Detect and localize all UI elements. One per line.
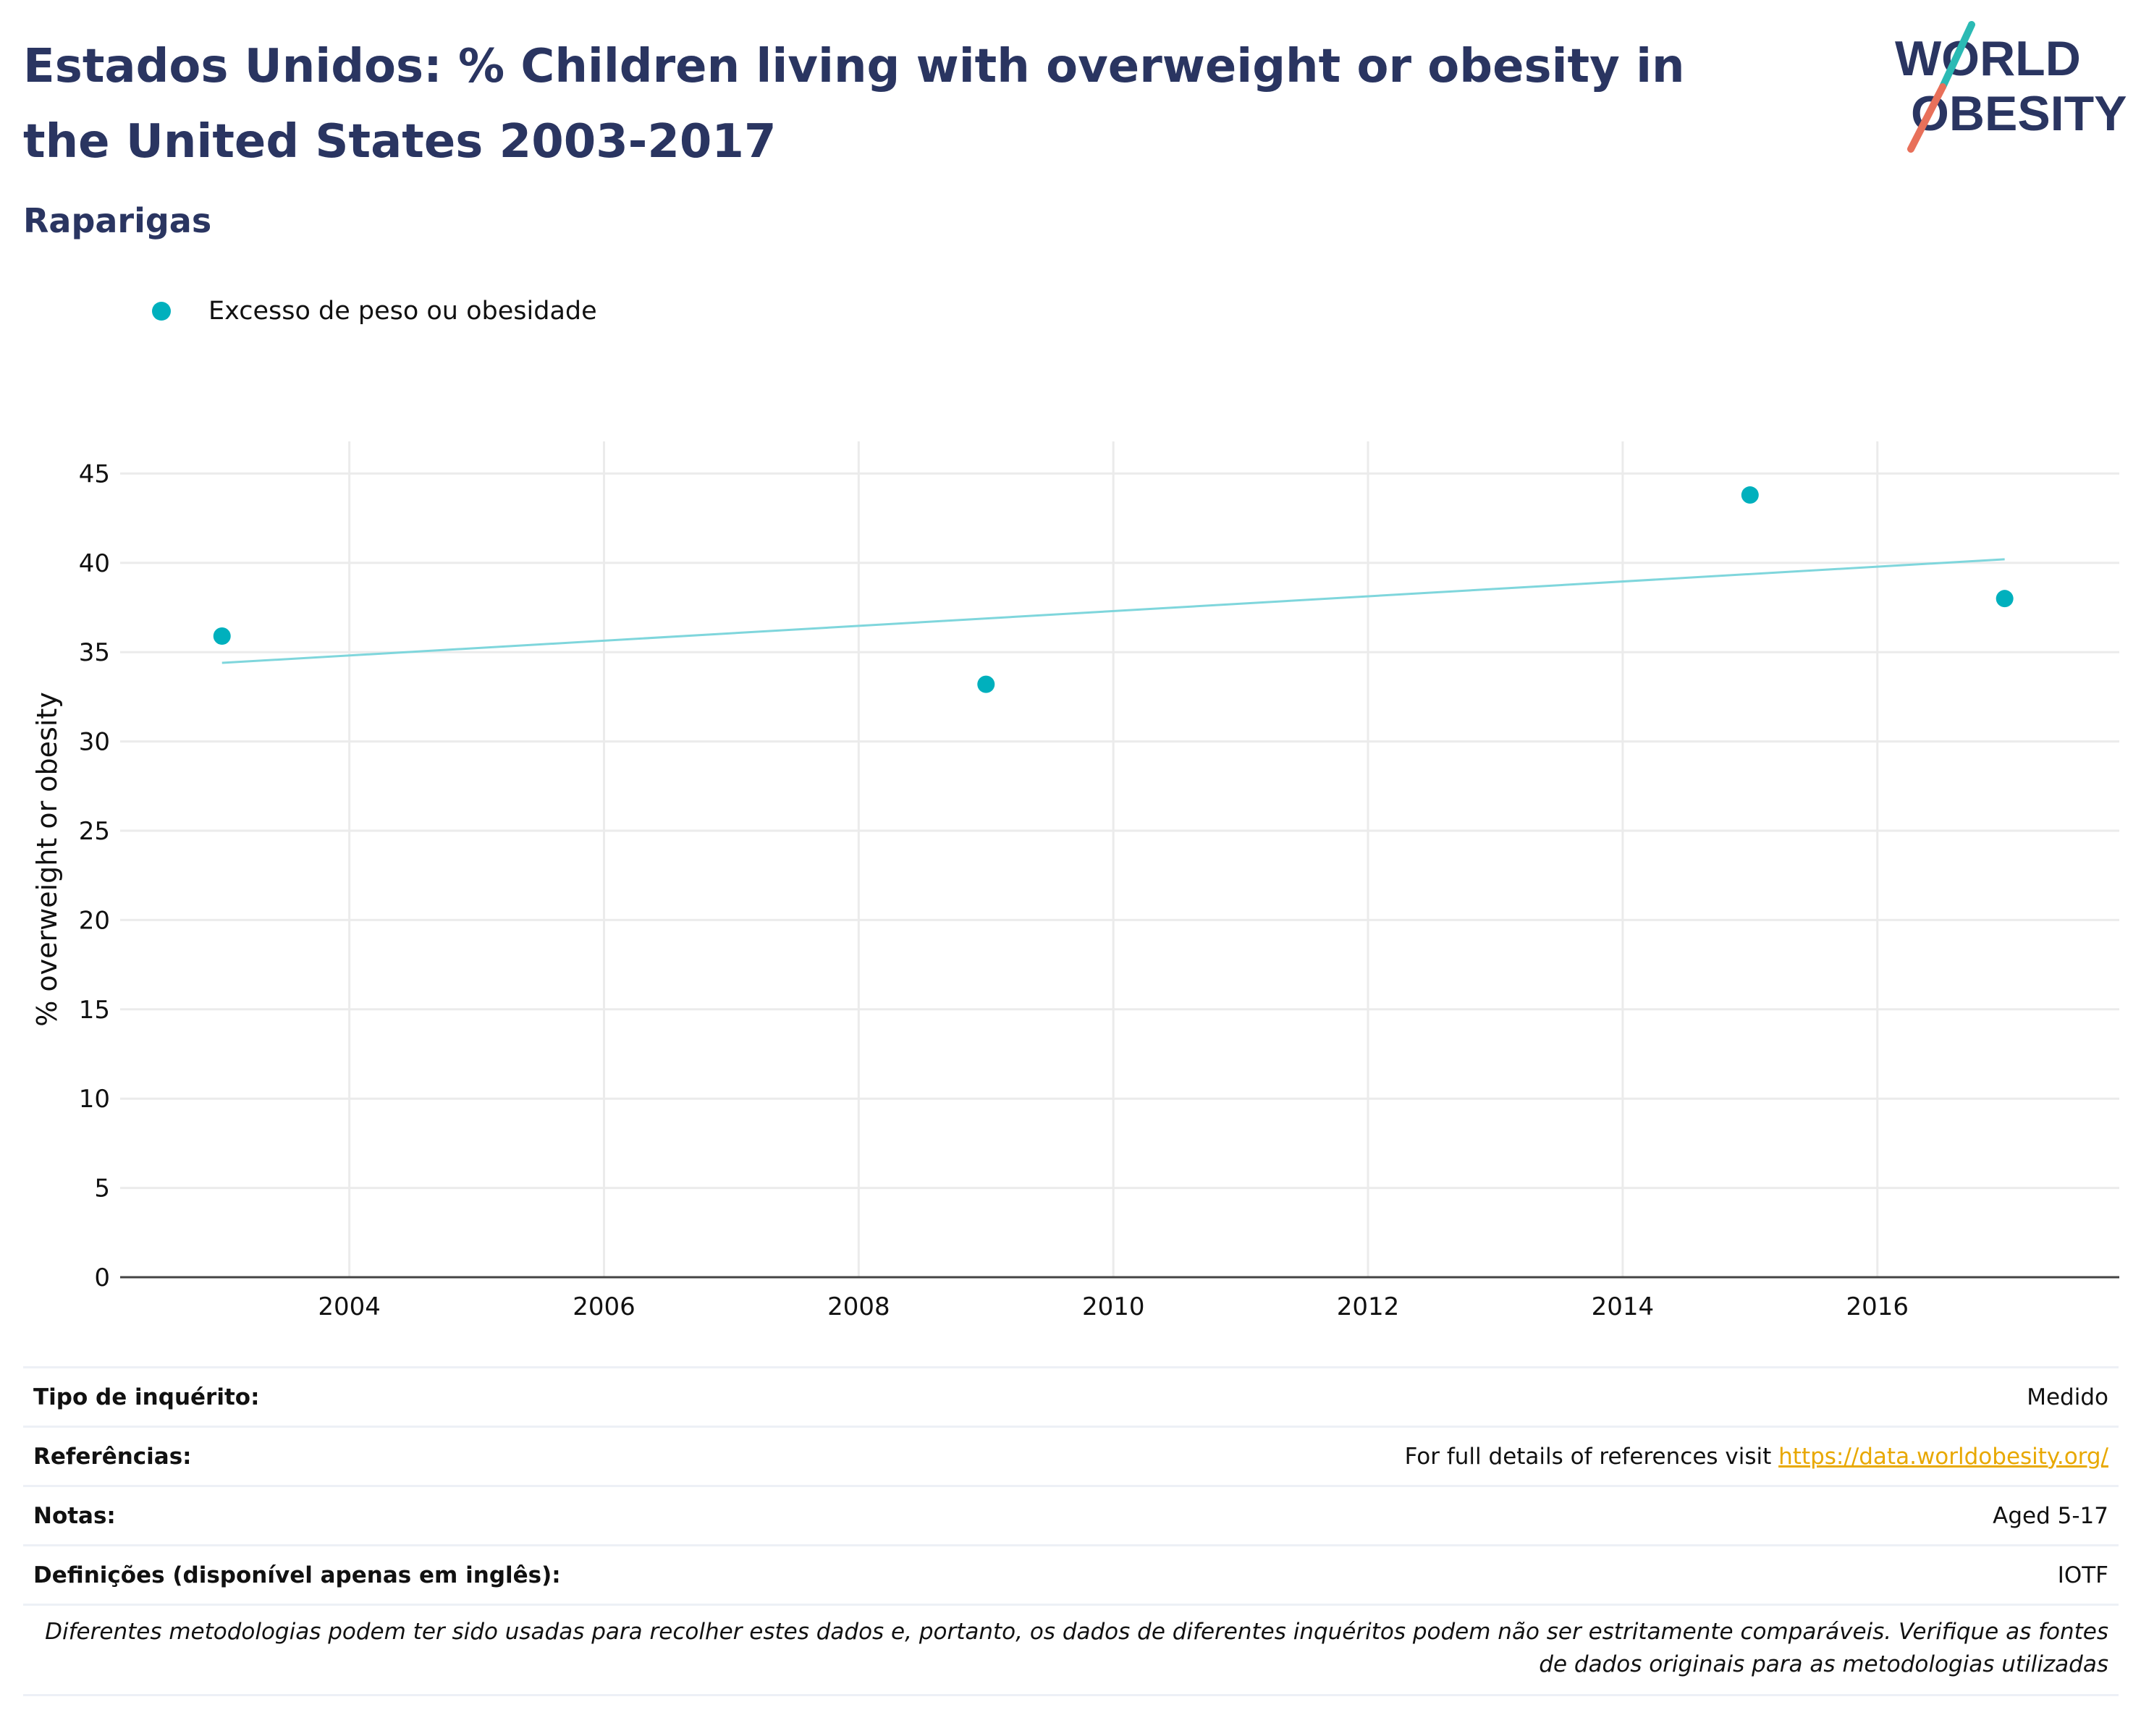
x-tick-label: 2012 — [1337, 1292, 1400, 1321]
info-row-definitions: Definições (disponível apenas em inglês)… — [23, 1544, 2119, 1604]
info-value: Medido — [2027, 1384, 2108, 1410]
world-obesity-logo: WORLD OBESITY — [1895, 21, 2127, 153]
page-subtitle: Raparigas — [23, 201, 212, 240]
info-table: Tipo de inquérito: Medido Referências: F… — [23, 1366, 2119, 1696]
logo-teal-slash — [1939, 21, 1975, 90]
info-value: IOTF — [2057, 1562, 2108, 1588]
logo-line1: WORLD — [1895, 31, 2081, 86]
y-tick-label: 40 — [79, 549, 110, 578]
page-title: Estados Unidos: % Children living with o… — [23, 40, 1685, 169]
y-tick-label: 35 — [79, 638, 110, 667]
trend-line — [221, 558, 2005, 664]
x-tick-label: 2004 — [318, 1292, 381, 1321]
y-tick-label: 20 — [79, 906, 110, 935]
x-tick-label: 2014 — [1592, 1292, 1655, 1321]
tick-labels: 0 5 10 15 20 25 30 35 40 45 2004 2006 2008 2010 2012 20… — [79, 460, 1909, 1321]
legend-label: Excesso de peso ou obesidade — [208, 297, 597, 326]
data-points — [213, 486, 2014, 693]
logo-red-slash — [1907, 83, 1946, 153]
info-value: For full details of references visit htt… — [1405, 1444, 2108, 1470]
y-tick-label: 10 — [79, 1085, 110, 1114]
info-row-references: Referências: For full details of referen… — [23, 1426, 2119, 1485]
chart-legend[interactable]: Excesso de peso ou obesidade — [152, 289, 597, 333]
scatter-chart: 0 5 10 15 20 25 30 35 40 45 2004 2006 2008 2010 2012 20… — [31, 441, 2119, 1321]
y-tick-label: 15 — [79, 996, 110, 1025]
x-tick-label: 2016 — [1846, 1292, 1909, 1321]
x-tick-label: 2010 — [1082, 1292, 1145, 1321]
x-tick-label: 2006 — [573, 1292, 635, 1321]
info-row-survey-type: Tipo de inquérito: Medido — [23, 1366, 2119, 1426]
info-label: Referências: — [33, 1443, 192, 1470]
y-tick-label: 25 — [79, 817, 110, 846]
data-point[interactable] — [1996, 590, 2014, 608]
y-tick-label: 0 — [94, 1263, 110, 1292]
info-value: Aged 5-17 — [1993, 1502, 2108, 1529]
disclaimer-line1: Diferentes metodologias podem ter sido u… — [45, 1619, 2108, 1645]
methodology-disclaimer: Diferentes metodologias podem ter sido u… — [23, 1604, 2119, 1696]
info-label: Definições (disponível apenas em inglês)… — [33, 1562, 561, 1588]
legend-marker-icon — [152, 302, 171, 321]
disclaimer-line2: de dados originais para as metodologias … — [1539, 1651, 2108, 1677]
info-label: Tipo de inquérito: — [33, 1384, 260, 1410]
y-axis-title: % overweight or obesity — [31, 692, 63, 1027]
x-tick-label: 2008 — [827, 1292, 890, 1321]
references-text: For full details of references visit — [1404, 1443, 1779, 1470]
data-point[interactable] — [1741, 486, 1759, 504]
references-link[interactable]: https://data.worldobesity.org/ — [1778, 1443, 2108, 1470]
data-point[interactable] — [977, 675, 995, 693]
gridlines — [120, 441, 2119, 1277]
y-tick-label: 30 — [79, 728, 110, 757]
info-label: Notas: — [33, 1502, 116, 1529]
logo-line2: OBESITY — [1911, 86, 2127, 141]
y-tick-label: 45 — [79, 460, 110, 488]
y-tick-label: 5 — [94, 1174, 110, 1203]
data-point[interactable] — [213, 627, 231, 645]
info-row-notes: Notas: Aged 5-17 — [23, 1485, 2119, 1544]
